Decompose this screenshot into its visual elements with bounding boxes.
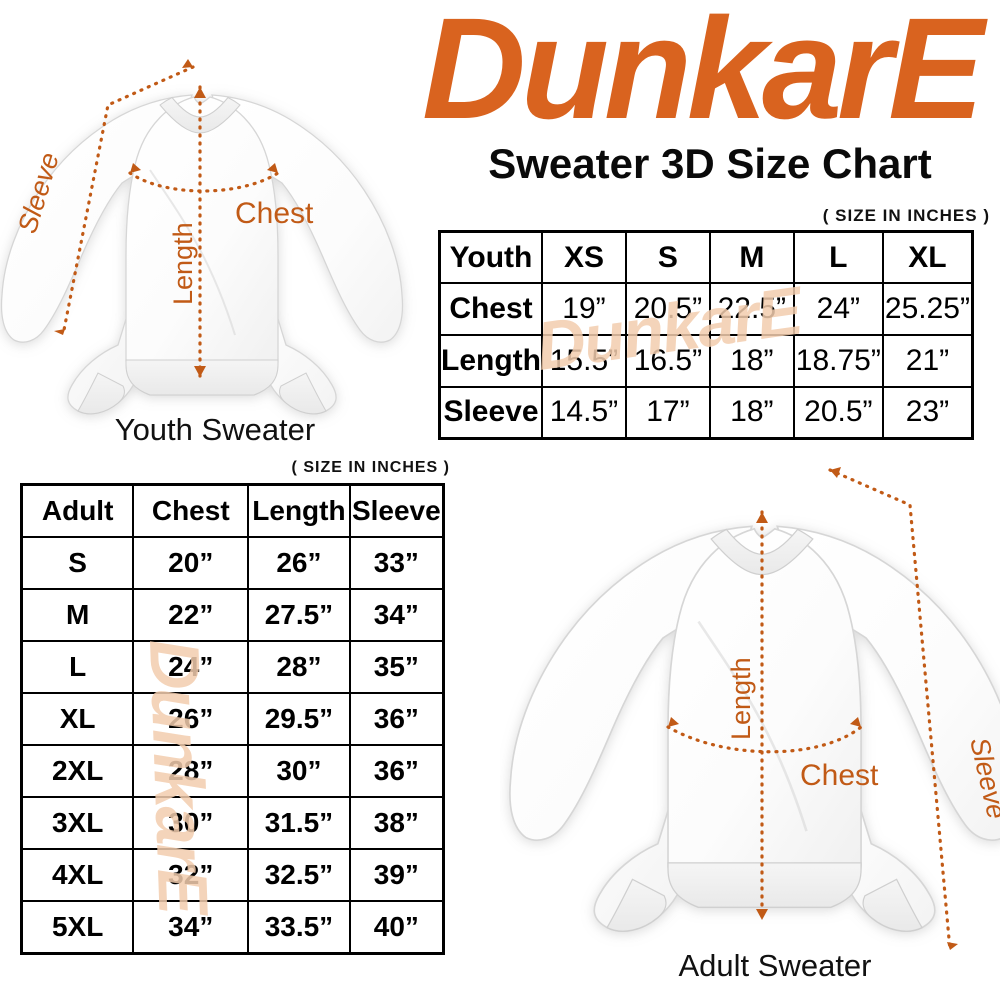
svg-text:DunkarE: DunkarE [532, 272, 810, 385]
svg-text:Adult Sweater: Adult Sweater [679, 948, 872, 983]
svg-text:Chest: Chest [235, 197, 314, 230]
svg-text:Length: Length [726, 657, 756, 740]
svg-text:DunkarE: DunkarE [135, 638, 223, 919]
svg-text:Chest: Chest [800, 759, 879, 792]
svg-text:Youth Sweater: Youth Sweater [115, 412, 316, 447]
svg-text:DunkarE: DunkarE [422, 0, 988, 149]
svg-text:Length: Length [168, 222, 198, 305]
